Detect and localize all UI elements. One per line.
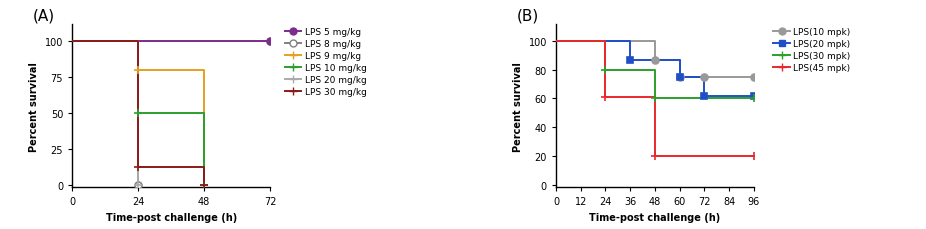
LPS(10 mpk) — [649, 59, 660, 62]
LPS(10 mpk) — [699, 76, 710, 79]
LPS 30 mg/kg — [132, 166, 144, 169]
LPS(30 mpk) — [649, 98, 660, 100]
LPS(30 mpk) — [748, 98, 759, 100]
X-axis label: Time-post challenge (h): Time-post challenge (h) — [589, 212, 720, 222]
Line: LPS(20 mpk): LPS(20 mpk) — [627, 57, 757, 100]
Legend: LPS 5 mg/kg, LPS 8 mg/kg, LPS 9 mg/kg, LPS 10 mg/kg, LPS 20 mg/kg, LPS 30 mg/kg: LPS 5 mg/kg, LPS 8 mg/kg, LPS 9 mg/kg, L… — [283, 26, 369, 99]
Line: LPS(45 mpk): LPS(45 mpk) — [601, 93, 758, 160]
LPS(45 mpk) — [748, 155, 759, 158]
LPS 9 mg/kg — [198, 183, 209, 186]
Y-axis label: Percent survival: Percent survival — [513, 61, 523, 151]
LPS 10 mg/kg — [132, 112, 144, 115]
Text: (A): (A) — [32, 8, 55, 23]
LPS(20 mpk) — [625, 59, 636, 62]
LPS(20 mpk) — [674, 76, 685, 79]
LPS(45 mpk) — [649, 155, 660, 158]
LPS 9 mg/kg — [132, 69, 144, 72]
LPS 10 mg/kg — [198, 183, 209, 186]
LPS 30 mg/kg — [198, 183, 209, 186]
Legend: LPS(10 mpk), LPS(20 mpk), LPS(30 mpk), LPS(45 mpk): LPS(10 mpk), LPS(20 mpk), LPS(30 mpk), L… — [771, 26, 852, 75]
Line: LPS 10 mg/kg: LPS 10 mg/kg — [134, 109, 208, 189]
LPS(10 mpk) — [748, 76, 759, 79]
LPS(10 mpk) — [674, 76, 685, 79]
Line: LPS 30 mg/kg: LPS 30 mg/kg — [134, 164, 208, 189]
Line: LPS 9 mg/kg: LPS 9 mg/kg — [134, 66, 208, 189]
Line: LPS(10 mpk): LPS(10 mpk) — [652, 57, 757, 81]
LPS(30 mpk) — [600, 69, 611, 72]
Y-axis label: Percent survival: Percent survival — [30, 61, 39, 151]
LPS(20 mpk) — [699, 95, 710, 98]
Line: LPS(30 mpk): LPS(30 mpk) — [601, 66, 758, 103]
LPS(45 mpk) — [600, 96, 611, 99]
Text: (B): (B) — [517, 8, 539, 23]
X-axis label: Time-post challenge (h): Time-post challenge (h) — [106, 212, 237, 222]
LPS(20 mpk) — [748, 95, 759, 98]
